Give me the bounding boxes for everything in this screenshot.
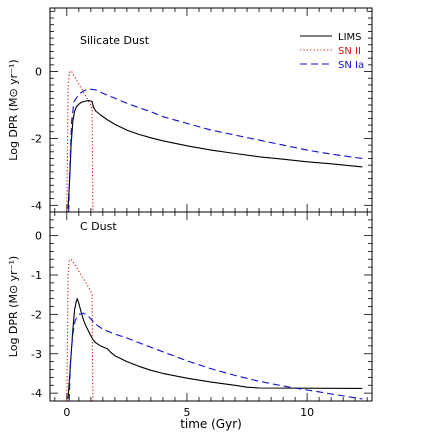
legend-label: LIMS: [338, 32, 362, 43]
series-line-sn-ii: [66, 70, 94, 212]
series-line-sn-ii: [66, 258, 94, 401]
legend-label: SN II: [338, 46, 361, 57]
series-line-lims: [67, 100, 363, 209]
plot-frame: [49, 211, 373, 402]
panel-title: Silicate Dust: [80, 34, 150, 47]
legend: LIMS SN II SN Ia: [300, 32, 364, 71]
y-tick-label: -1: [31, 269, 42, 282]
panel-title: C Dust: [80, 220, 117, 233]
series-line-sn-ia: [68, 312, 363, 401]
carbon-dust-panel: 0 5 10 0 -1 -2 -3 -4 Log DPR (M⊙ yr⁻¹) C Dust: [7, 211, 373, 419]
x-tick-label: 5: [183, 406, 190, 419]
x-tick-label: 10: [300, 406, 314, 419]
y-tick-label: -2: [31, 308, 42, 321]
y-axis-label: Log DPR (M⊙ yr⁻¹): [7, 256, 20, 357]
y-tick-label: 0: [35, 230, 42, 243]
y-tick-label: -2: [31, 132, 42, 145]
x-axis-label: time (Gyr): [180, 417, 242, 431]
series-line-lims: [67, 298, 363, 400]
y-tick-label: -4: [31, 387, 42, 400]
y-tick-label: -4: [31, 199, 42, 212]
silicate-dust-panel: 0 -2 -4 Log DPR (M⊙ yr⁻¹) Silicate Dust LIMS S…: [7, 7, 373, 213]
y-tick-label: -3: [31, 348, 42, 361]
legend-label: SN Ia: [338, 60, 364, 71]
y-tick-label: 0: [35, 66, 42, 79]
series-line-sn-ia: [68, 88, 363, 212]
x-tick-label: 0: [63, 406, 70, 419]
y-axis-label: Log DPR (M⊙ yr⁻¹): [7, 59, 20, 160]
